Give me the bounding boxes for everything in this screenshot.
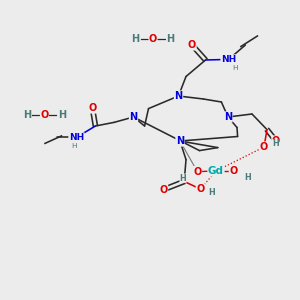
Text: N: N <box>129 112 138 122</box>
Text: H: H <box>71 143 76 149</box>
Text: H: H <box>232 65 237 71</box>
Text: O: O <box>88 103 97 113</box>
Text: H: H <box>131 34 140 44</box>
Text: N: N <box>224 112 232 122</box>
Text: H: H <box>180 174 186 183</box>
Text: NH: NH <box>221 55 236 64</box>
Text: O: O <box>193 167 202 177</box>
Text: NH: NH <box>69 133 84 142</box>
Text: H: H <box>166 34 175 44</box>
Text: N: N <box>176 136 184 146</box>
Text: O: O <box>196 184 205 194</box>
Text: O: O <box>149 34 157 44</box>
Text: O: O <box>260 142 268 152</box>
Text: H: H <box>58 110 66 120</box>
Text: H: H <box>23 110 31 120</box>
Text: H: H <box>208 188 215 197</box>
Text: Gd: Gd <box>208 166 224 176</box>
Text: H: H <box>244 173 251 182</box>
Text: N: N <box>174 91 183 101</box>
Text: H: H <box>272 140 279 148</box>
Text: O: O <box>229 166 238 176</box>
Text: O: O <box>40 110 49 120</box>
Text: O: O <box>188 40 196 50</box>
Text: O: O <box>159 184 168 195</box>
Text: O: O <box>272 136 280 146</box>
